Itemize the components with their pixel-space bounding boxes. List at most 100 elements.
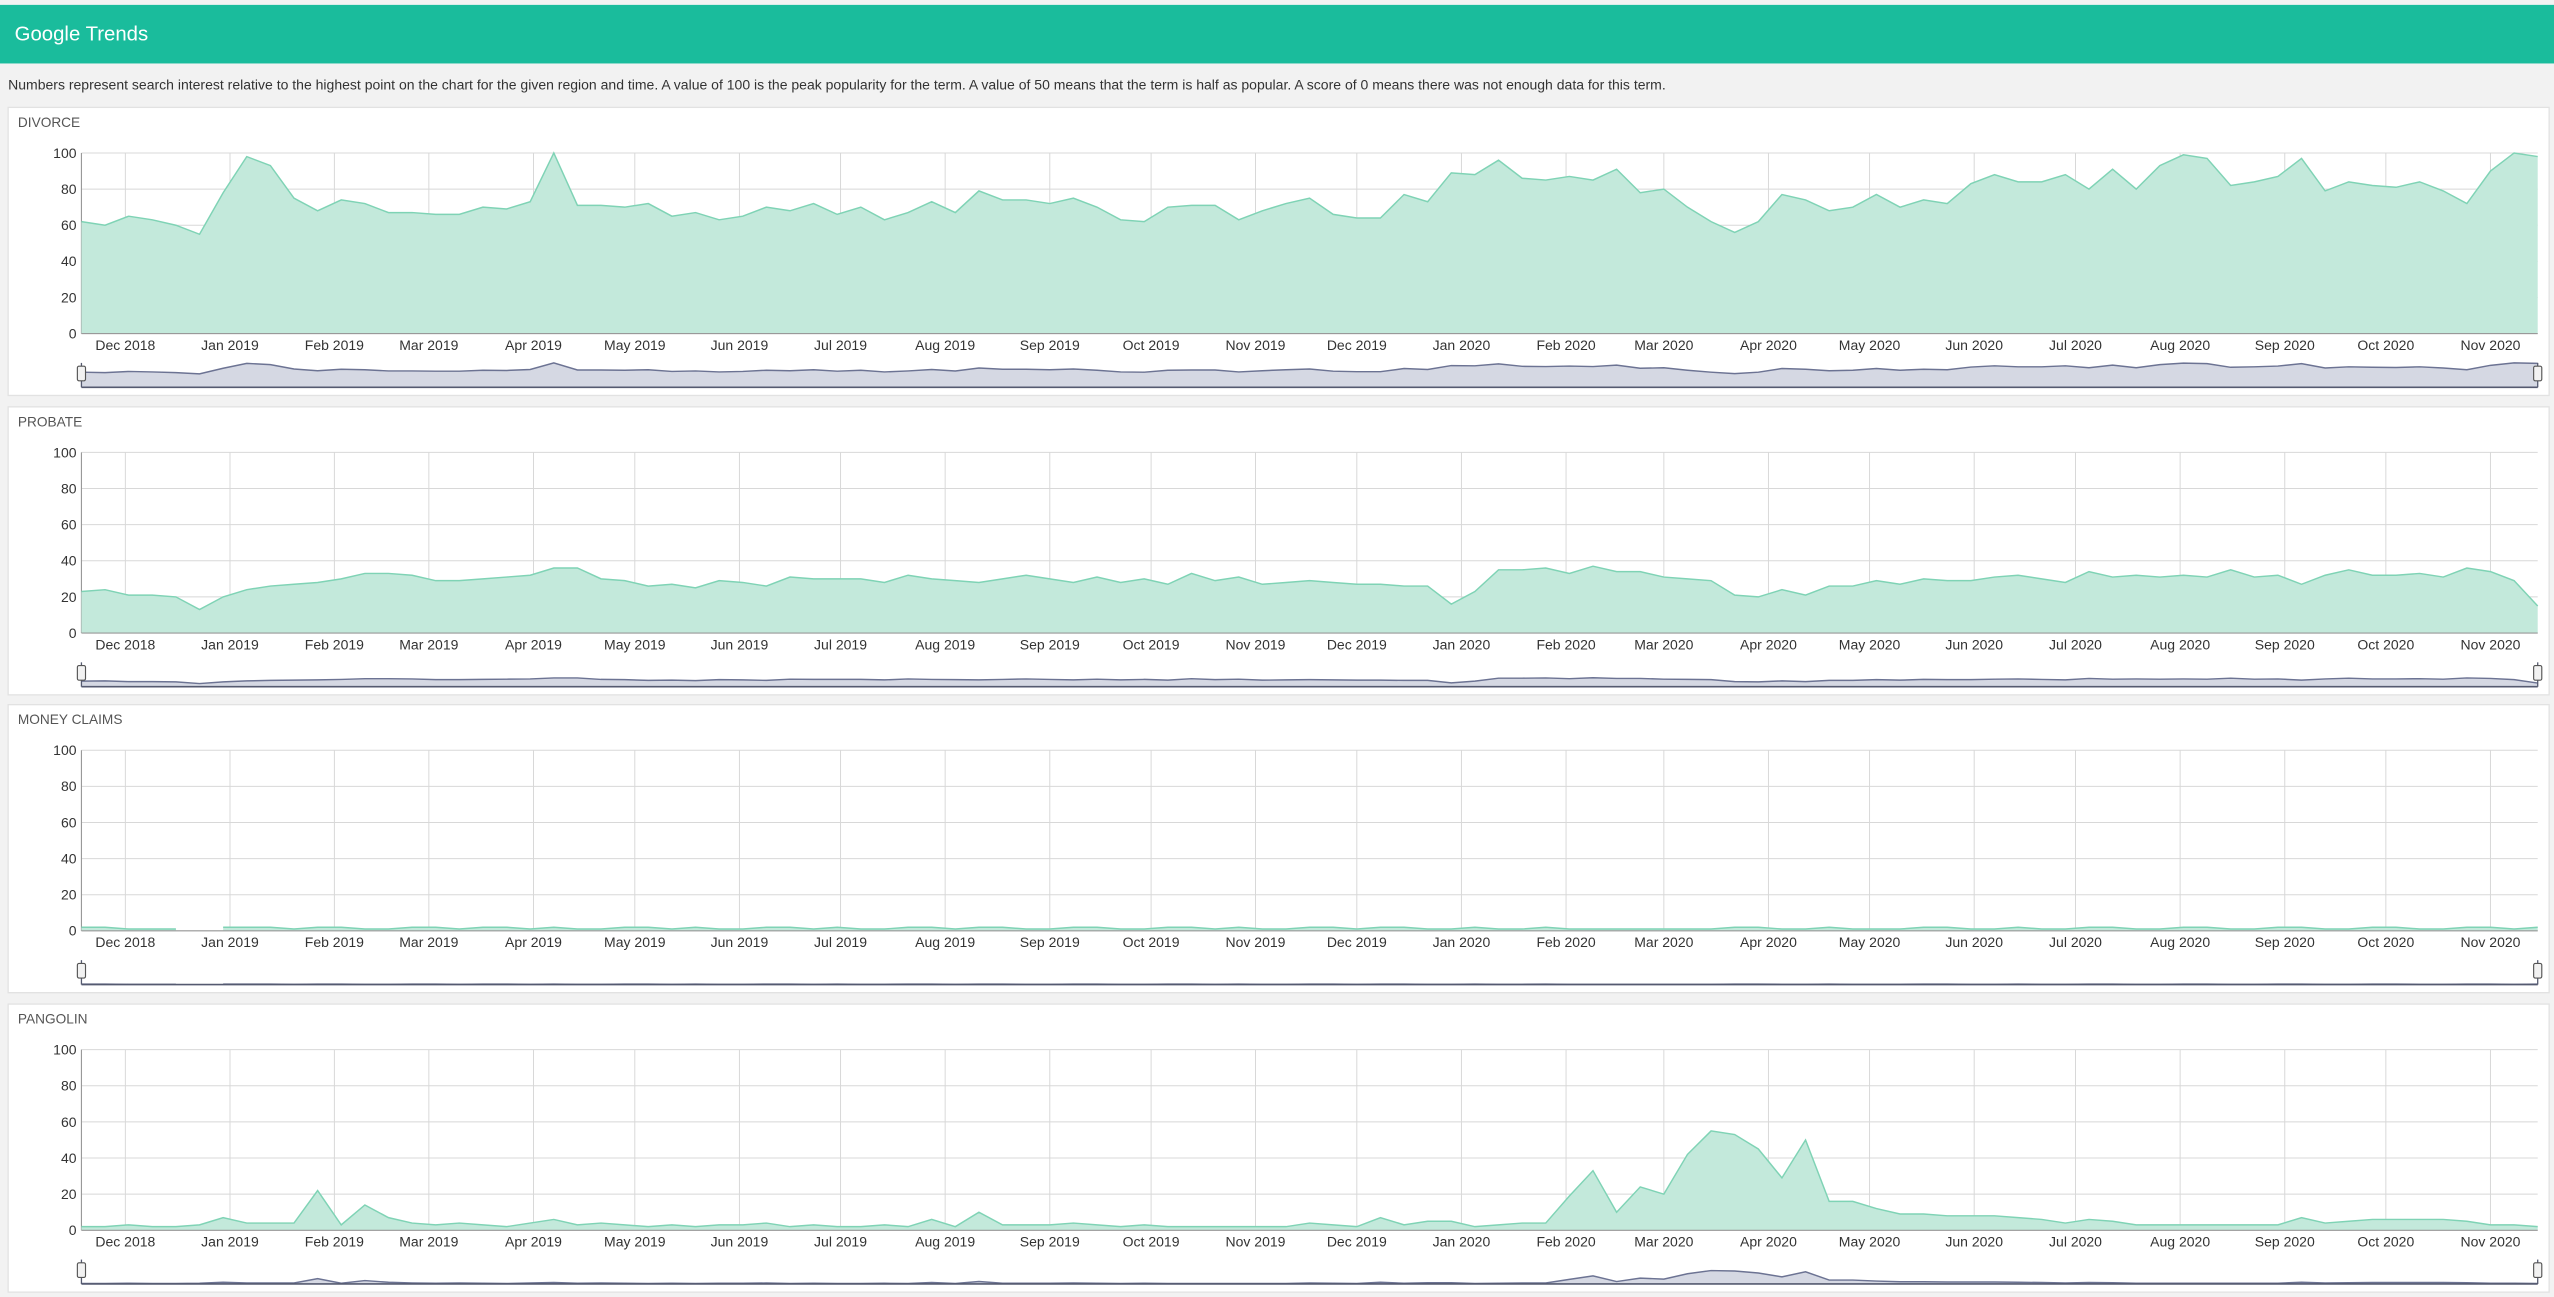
x-tick-label: Feb 2019 <box>305 1234 364 1250</box>
x-tick-label: Sep 2020 <box>2255 1234 2315 1250</box>
header-title: Google Trends <box>15 24 149 46</box>
x-tick-label: Jan 2019 <box>201 934 259 950</box>
x-tick-label: Mar 2019 <box>399 636 458 652</box>
x-tick-label: Dec 2019 <box>1327 1234 1387 1250</box>
x-tick-label: Oct 2019 <box>1123 1234 1180 1250</box>
x-tick-label: Jun 2019 <box>711 934 769 950</box>
x-tick-label: Jul 2019 <box>814 1234 867 1250</box>
x-tick-label: Dec 2018 <box>95 337 155 353</box>
y-tick-label: 0 <box>69 625 77 641</box>
x-tick-label: Jul 2020 <box>2049 337 2102 353</box>
x-tick-label: Sep 2019 <box>1020 934 1080 950</box>
x-tick-label: Mar 2019 <box>399 1234 458 1250</box>
description: Numbers represent search interest relati… <box>8 77 1666 93</box>
area-fill <box>81 1130 2538 1231</box>
chart-panel: PANGOLIN 0 20 40 60 80 100 Dec 2018 Jan 2019 Feb … <box>7 1003 2550 1293</box>
y-tick-label: 20 <box>61 589 77 605</box>
x-tick-label: May 2019 <box>604 636 666 652</box>
x-tick-label: Aug 2020 <box>2150 636 2210 652</box>
x-tick-label: Dec 2018 <box>95 636 155 652</box>
x-tick-label: Apr 2019 <box>505 636 562 652</box>
x-tick-label: Mar 2020 <box>1634 1234 1693 1250</box>
x-tick-label: Feb 2020 <box>1536 337 1595 353</box>
x-tick-label: May 2020 <box>1839 636 1901 652</box>
x-tick-label: Jul 2019 <box>814 934 867 950</box>
chart-title: DIVORCE <box>18 115 80 130</box>
navigator-handle <box>76 665 87 681</box>
area-line <box>81 1130 2538 1228</box>
x-tick-label: Feb 2019 <box>305 636 364 652</box>
x-tick-label: Jun 2020 <box>1945 636 2003 652</box>
x-tick-label: Sep 2020 <box>2255 636 2315 652</box>
x-tick-label: Apr 2020 <box>1740 337 1797 353</box>
area-fill <box>81 152 2538 334</box>
x-tick-label: Mar 2019 <box>399 337 458 353</box>
x-tick-label: Dec 2019 <box>1327 934 1387 950</box>
x-tick-label: Apr 2019 <box>505 1234 562 1250</box>
chart-title: PROBATE <box>18 414 82 429</box>
chart-title: PANGOLIN <box>18 1012 88 1027</box>
x-tick-label: Nov 2019 <box>1226 934 1286 950</box>
x-tick-label: Feb 2019 <box>305 934 364 950</box>
x-tick-label: Feb 2020 <box>1536 636 1595 652</box>
navigator-handle <box>76 365 87 382</box>
x-tick-label: Mar 2020 <box>1634 934 1693 950</box>
x-tick-label: Sep 2020 <box>2255 934 2315 950</box>
chart-panel: MONEY CLAIMS 0 20 40 60 80 100 Dec 2018 Jan 2019… <box>7 703 2550 994</box>
x-tick-label: Sep 2019 <box>1020 337 1080 353</box>
x-tick-label: Nov 2020 <box>2460 934 2520 950</box>
x-tick-label: Nov 2020 <box>2460 337 2520 353</box>
x-tick-label: Nov 2019 <box>1226 1234 1286 1250</box>
panel-background <box>7 703 2550 994</box>
x-tick-label: Dec 2019 <box>1327 337 1387 353</box>
x-tick-label: Jul 2020 <box>2049 934 2102 950</box>
x-tick-label: Nov 2019 <box>1226 337 1286 353</box>
x-tick-label: Nov 2020 <box>2460 1234 2520 1250</box>
area-line <box>81 151 2538 236</box>
y-tick-label: 0 <box>69 1222 77 1238</box>
y-tick-label: 80 <box>61 181 77 197</box>
x-tick-label: Jun 2020 <box>1945 1234 2003 1250</box>
x-tick-label: Jan 2019 <box>201 337 259 353</box>
x-tick-label: Jun 2019 <box>711 1234 769 1250</box>
x-tick-label: Jun 2019 <box>711 636 769 652</box>
x-tick-label: Sep 2020 <box>2255 337 2315 353</box>
y-tick-label: 100 <box>53 742 77 758</box>
x-tick-label: Jan 2020 <box>1433 636 1491 652</box>
x-tick-label: Jun 2019 <box>711 337 769 353</box>
x-tick-label: May 2019 <box>604 1234 666 1250</box>
x-tick-label: Mar 2020 <box>1634 636 1693 652</box>
x-tick-label: Sep 2019 <box>1020 1234 1080 1250</box>
navigator-handle <box>2533 365 2543 382</box>
y-tick-label: 40 <box>61 850 77 866</box>
y-tick-label: 0 <box>69 325 77 341</box>
y-tick-label: 100 <box>53 1042 77 1058</box>
x-tick-label: Apr 2020 <box>1740 636 1797 652</box>
chart-panel: DIVORCE 0 20 40 60 80 100 Dec 2018 Jan 2019 Feb 2… <box>7 106 2550 397</box>
navigator-handle <box>76 962 87 979</box>
y-tick-label: 80 <box>61 1078 77 1094</box>
x-tick-label: May 2019 <box>604 934 666 950</box>
x-tick-label: Apr 2019 <box>505 337 562 353</box>
x-tick-label: Apr 2019 <box>505 934 562 950</box>
x-tick-label: Oct 2019 <box>1123 337 1180 353</box>
x-tick-label: Aug 2020 <box>2150 1234 2210 1250</box>
area-fill <box>81 566 2538 634</box>
y-tick-label: 60 <box>61 814 77 830</box>
y-tick-label: 40 <box>61 553 77 569</box>
y-tick-label: 80 <box>61 480 77 496</box>
navigator-handle <box>76 1262 87 1279</box>
x-tick-label: May 2020 <box>1839 1234 1901 1250</box>
area-fill <box>81 362 2538 388</box>
x-tick-label: Jan 2020 <box>1433 337 1491 353</box>
x-tick-label: Jan 2019 <box>201 636 259 652</box>
area-line <box>81 565 2539 611</box>
y-tick-label: 0 <box>69 923 77 939</box>
panel-background <box>7 1003 2550 1293</box>
y-tick-label: 60 <box>61 517 77 533</box>
x-tick-label: Aug 2019 <box>915 337 975 353</box>
y-tick-label: 60 <box>61 217 77 233</box>
x-tick-label: Jul 2020 <box>2049 636 2102 652</box>
x-tick-label: Aug 2019 <box>915 934 975 950</box>
